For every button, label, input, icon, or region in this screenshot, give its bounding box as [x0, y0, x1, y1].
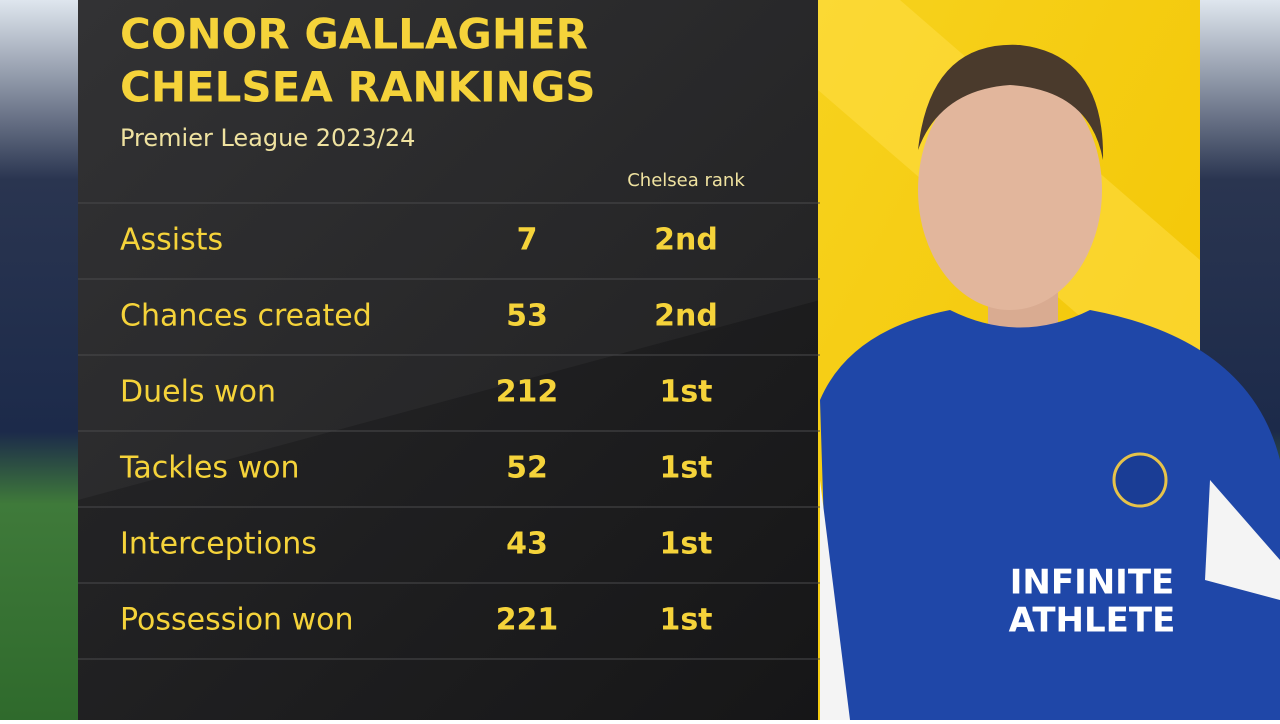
stat-rank: 2nd: [654, 299, 718, 334]
stat-rank: 1st: [659, 527, 712, 562]
jersey-text: ATHLETE: [1009, 601, 1176, 641]
title: CONOR GALLAGHER: [120, 10, 588, 59]
stat-label: Assists: [120, 223, 223, 258]
stats-panel: [78, 0, 820, 720]
stat-label: Interceptions: [120, 527, 317, 562]
title: CHELSEA RANKINGS: [120, 63, 596, 112]
stat-rank: 1st: [659, 451, 712, 486]
stat-label: Tackles won: [119, 451, 299, 486]
stat-rank: 1st: [659, 603, 712, 638]
column-header: Chelsea rank: [627, 170, 745, 191]
stat-value: 212: [496, 375, 559, 410]
panel-sheen: [78, 0, 820, 500]
stat-value: 221: [496, 603, 559, 638]
table: Assists 7 2nd Chances created 53 2nd Duels won…: [78, 202, 820, 660]
stat-value: 53: [506, 299, 548, 334]
stat-value: 7: [517, 223, 538, 258]
stat-label: Chances created: [120, 299, 372, 334]
stat-label: Duels won: [120, 375, 276, 410]
stat-value: 43: [506, 527, 548, 562]
subtitle: Premier League 2023/24: [120, 124, 415, 152]
jersey-text: INFINITE: [1010, 563, 1175, 603]
stat-label: Possession won: [120, 603, 354, 638]
stat-value: 52: [506, 451, 548, 486]
stat-rank: 2nd: [654, 223, 718, 258]
stadium-left: [0, 0, 80, 720]
player-photo: INFINITE ATHLETE: [820, 44, 1280, 720]
stat-rank: 1st: [659, 375, 712, 410]
